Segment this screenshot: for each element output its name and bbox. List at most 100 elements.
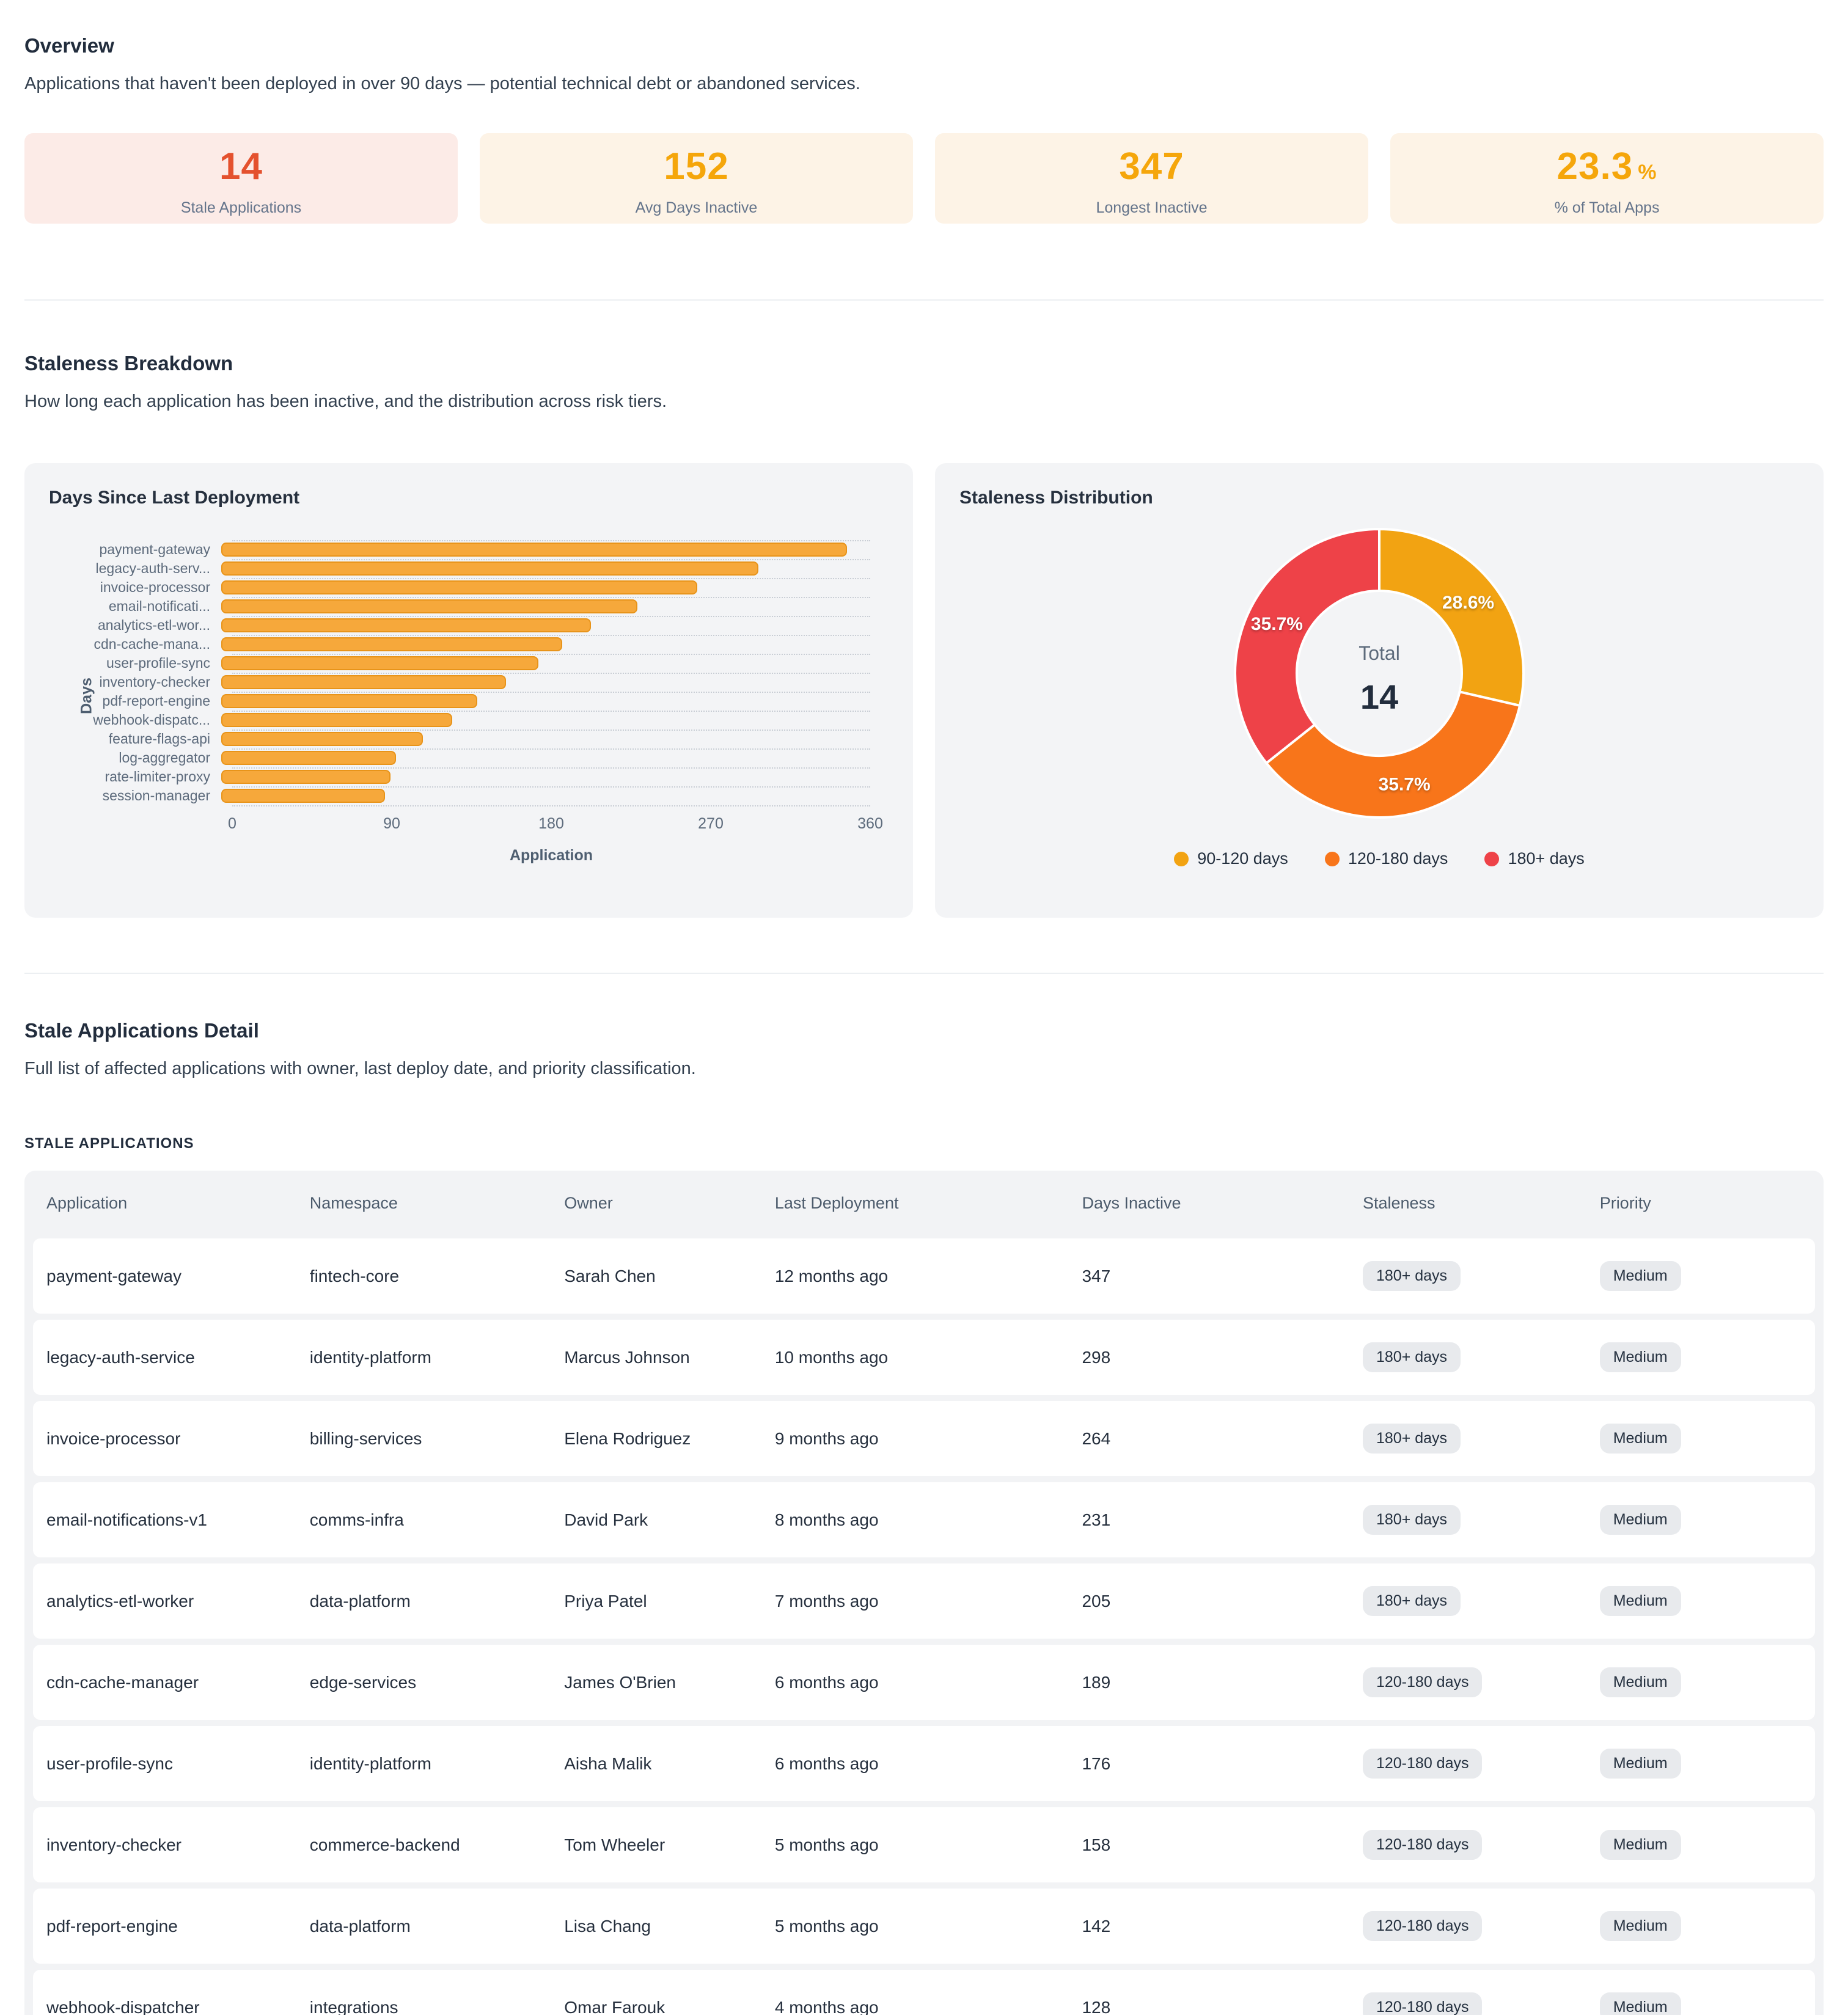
staleness-cell: 180+ days	[1362, 1424, 1600, 1454]
application-cell: analytics-etl-worker	[46, 1591, 194, 1611]
bar-chart-row: session-manager	[49, 786, 889, 805]
priority-cell: Medium	[1599, 1586, 1802, 1616]
stat-cards: 14 Stale Applications 152 Avg Days Inactive…	[24, 133, 1824, 224]
detail-description: Full list of affected applications with …	[24, 1059, 696, 1078]
table-row[interactable]: user-profile-sync identity-platform Aisha …	[33, 1726, 1815, 1801]
bar	[221, 751, 397, 765]
priority-badge: Medium	[1599, 1342, 1681, 1372]
days-inactive-cell: 142	[1082, 1916, 1111, 1936]
staleness-breakdown-title: Staleness Breakdown	[24, 352, 233, 375]
detail-title: Stale Applications Detail	[24, 1019, 259, 1042]
donut-wrap: 28.6% 35.7% 35.7% Total 14 90-120 days 120-…	[959, 508, 1799, 868]
table-row[interactable]: email-notifications-v1 comms-infra David P…	[33, 1482, 1815, 1557]
owner-cell: Sarah Chen	[564, 1266, 656, 1285]
bar-chart-row: rate-limiter-proxy	[49, 767, 889, 786]
bar-track	[221, 543, 870, 557]
priority-cell: Medium	[1599, 1667, 1802, 1697]
x-axis-tick: 0	[228, 815, 237, 832]
stat-card-value: 23.3%	[1557, 145, 1657, 188]
table-row[interactable]: invoice-processor billing-services Elena R…	[33, 1401, 1815, 1476]
bar-track	[221, 732, 870, 746]
overview-title: Overview	[24, 34, 114, 57]
staleness-badge: 120-180 days	[1362, 1911, 1483, 1941]
bar-chart-row: email-notificati...	[49, 597, 889, 616]
stat-card-value: 152	[664, 145, 729, 188]
donut-slice-percent-label: 28.6%	[1442, 593, 1494, 613]
table-row[interactable]: analytics-etl-worker data-platform Priya P…	[33, 1563, 1815, 1639]
donut-center-value: 14	[1360, 678, 1398, 716]
stat-card: 347 Longest Inactive	[935, 133, 1368, 224]
priority-badge: Medium	[1599, 1424, 1681, 1454]
section-divider-2	[24, 973, 1824, 974]
bar-track	[221, 580, 870, 594]
days-inactive-cell: 176	[1082, 1754, 1111, 1773]
bar	[221, 637, 562, 651]
table-row[interactable]: pdf-report-engine data-platform Lisa Chang…	[33, 1889, 1815, 1964]
bar-track	[221, 561, 870, 576]
legend-dot-icon	[1324, 851, 1340, 866]
table-row[interactable]: legacy-auth-service identity-platform Marc…	[33, 1320, 1815, 1395]
staleness-cell: 120-180 days	[1362, 1667, 1600, 1697]
bar-chart-row: pdf-report-engine	[49, 692, 889, 711]
bar	[221, 713, 452, 727]
x-axis-tick: 270	[698, 815, 724, 832]
overview-description: Applications that haven't been deployed …	[24, 74, 860, 93]
stat-card-value: 347	[1119, 145, 1184, 188]
legend-dot-icon	[1174, 851, 1189, 866]
staleness-badge: 120-180 days	[1362, 1749, 1483, 1779]
charts-row: Days Since Last Deployment Days payment-…	[24, 463, 1824, 918]
table-body: payment-gateway fintech-core Sarah Chen 12 …	[33, 1238, 1815, 2015]
staleness-cell: 180+ days	[1362, 1505, 1600, 1535]
bar-chart-row: log-aggregator	[49, 748, 889, 767]
table-row[interactable]: cdn-cache-manager edge-services James O'Br…	[33, 1645, 1815, 1720]
priority-badge: Medium	[1599, 1586, 1681, 1616]
namespace-cell: identity-platform	[309, 1347, 431, 1367]
priority-cell: Medium	[1599, 1911, 1802, 1941]
donut-slice	[1264, 690, 1522, 819]
bar-chart-x-axis-label: Application	[509, 847, 593, 864]
bar-chart-row: analytics-etl-wor...	[49, 616, 889, 635]
bar-category-label: payment-gateway	[99, 541, 210, 557]
bar	[221, 656, 539, 670]
owner-cell: Lisa Chang	[564, 1916, 651, 1936]
stat-card: 23.3% % of Total Apps	[1390, 133, 1824, 224]
priority-badge: Medium	[1599, 1667, 1681, 1697]
namespace-cell: identity-platform	[309, 1754, 431, 1773]
application-cell: legacy-auth-service	[46, 1347, 195, 1367]
owner-cell: Elena Rodriguez	[564, 1428, 691, 1448]
bar-chart-row: payment-gateway	[49, 540, 889, 559]
bar	[221, 599, 638, 613]
priority-cell: Medium	[1599, 1749, 1802, 1779]
table-row[interactable]: webhook-dispatcher integrations Omar Farou…	[33, 1970, 1815, 2015]
namespace-cell: integrations	[309, 1997, 398, 2015]
legend-item: 90-120 days	[1174, 849, 1288, 868]
table-row[interactable]: payment-gateway fintech-core Sarah Chen 12 …	[33, 1238, 1815, 1314]
priority-badge: Medium	[1599, 1261, 1681, 1291]
bar-track	[221, 599, 870, 613]
priority-cell: Medium	[1599, 1342, 1802, 1372]
days-inactive-cell: 347	[1082, 1266, 1111, 1285]
staleness-badge: 180+ days	[1362, 1505, 1461, 1535]
x-axis-tick: 360	[857, 815, 883, 832]
bar	[221, 770, 391, 784]
bar-chart-row: user-profile-sync	[49, 654, 889, 673]
bar-category-label: webhook-dispatc...	[93, 712, 210, 728]
table-header-row: Application Namespace Owner Last Deploym…	[33, 1171, 1815, 1232]
application-cell: email-notifications-v1	[46, 1510, 207, 1529]
last-deployment-cell: 7 months ago	[774, 1591, 879, 1611]
last-deployment-cell: 5 months ago	[774, 1916, 879, 1936]
bar-track	[221, 656, 870, 670]
owner-cell: James O'Brien	[564, 1672, 676, 1692]
bar-category-label: user-profile-sync	[106, 655, 210, 671]
table-row[interactable]: inventory-checker commerce-backend Tom Whe…	[33, 1807, 1815, 1882]
bar-category-label: analytics-etl-wor...	[97, 617, 210, 633]
donut-slice	[1378, 527, 1525, 708]
staleness-badge: 120-180 days	[1362, 1830, 1483, 1860]
last-deployment-cell: 10 months ago	[774, 1347, 889, 1367]
bar	[221, 789, 386, 803]
application-cell: user-profile-sync	[46, 1754, 173, 1773]
namespace-cell: billing-services	[309, 1428, 422, 1448]
last-deployment-cell: 4 months ago	[774, 1997, 879, 2015]
column-header-priority: Priority	[1599, 1194, 1651, 1212]
legend-label: 180+ days	[1508, 849, 1585, 868]
